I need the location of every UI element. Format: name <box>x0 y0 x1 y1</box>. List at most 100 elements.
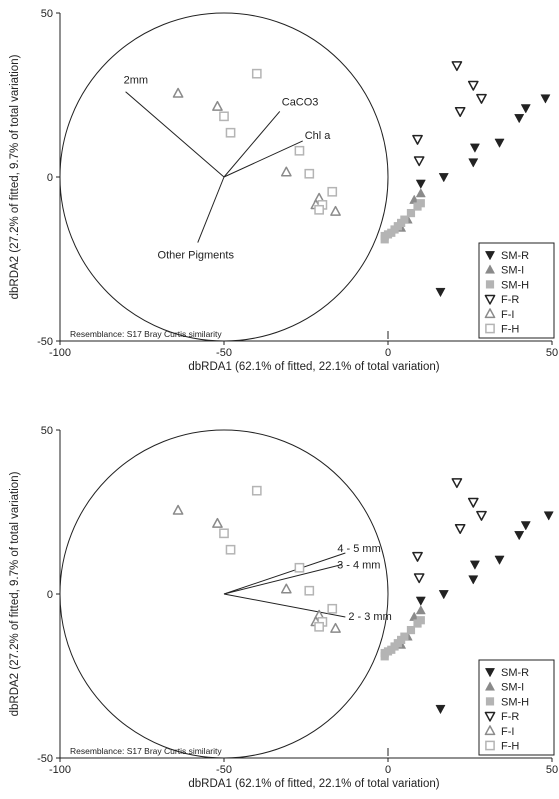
data-point <box>294 145 305 156</box>
data-point <box>468 158 479 168</box>
legend-marker <box>485 251 495 261</box>
data-point <box>470 143 480 153</box>
data-point <box>327 603 338 614</box>
legend-marker <box>484 294 496 305</box>
x-tick-label: 0 <box>385 764 391 776</box>
legend-marker <box>485 668 495 678</box>
legend-marker <box>485 264 495 274</box>
data-point <box>314 621 324 632</box>
data-point <box>280 583 292 594</box>
legend-marker <box>485 740 495 751</box>
data-point <box>172 504 184 515</box>
x-tick-label: 50 <box>546 347 558 359</box>
data-point <box>280 166 292 177</box>
y-tick-label: -50 <box>37 753 53 765</box>
legend-label: F-I <box>501 726 514 738</box>
data-point <box>543 511 554 521</box>
data-point <box>406 208 416 218</box>
data-point <box>380 235 389 244</box>
vector-line <box>223 111 281 178</box>
legend-marker <box>484 308 496 319</box>
data-point <box>520 521 531 531</box>
legend-label: SM-R <box>501 250 529 262</box>
x-tick-label: 0 <box>385 347 391 359</box>
legend-label: SM-I <box>501 265 524 277</box>
y-axis-label: dbRDA2 (27.2% of fitted, 9.7% of total v… <box>9 471 21 716</box>
data-point <box>412 134 423 145</box>
data-point <box>468 575 479 585</box>
data-point <box>476 510 487 521</box>
legend-marker <box>485 323 495 334</box>
data-point <box>406 625 416 635</box>
vector-label: 3 - 4 mm <box>337 559 380 571</box>
vector-line <box>197 176 225 243</box>
data-point <box>451 478 463 489</box>
data-point <box>476 93 487 104</box>
legend-label: F-H <box>501 741 519 753</box>
vector-label: Chl a <box>305 130 332 142</box>
x-axis-label: dbRDA1 (62.1% of fitted, 22.1% of total … <box>188 361 439 373</box>
x-tick-label: -50 <box>216 347 232 359</box>
data-point <box>415 605 426 615</box>
correlation-circle <box>59 12 389 342</box>
legend-marker <box>485 697 495 706</box>
y-tick-label: 0 <box>47 589 53 601</box>
x-tick-label: -100 <box>49 764 71 776</box>
resemblance-note: Resemblance: S17 Bray Curtis similarity <box>70 329 222 339</box>
vector-label: 2mm <box>124 75 148 87</box>
data-point <box>435 704 446 714</box>
y-axis-label: dbRDA2 (27.2% of fitted, 9.7% of total v… <box>9 54 21 299</box>
data-point <box>467 497 479 508</box>
data-point <box>304 585 315 596</box>
data-point <box>454 107 466 117</box>
data-point <box>413 202 422 211</box>
data-point <box>438 173 449 183</box>
data-point <box>251 485 262 496</box>
vector-label: 2 - 3 mm <box>348 611 391 623</box>
data-point <box>212 100 223 111</box>
data-point <box>413 156 425 167</box>
legend-label: F-I <box>501 309 514 321</box>
x-axis-label: dbRDA1 (62.1% of fitted, 22.1% of total … <box>188 778 439 790</box>
data-point <box>172 87 184 98</box>
data-point <box>251 68 262 79</box>
data-point <box>415 179 426 189</box>
data-point <box>304 168 315 179</box>
vector-line <box>223 552 346 595</box>
data-point <box>294 562 305 573</box>
x-tick-label: -50 <box>216 764 232 776</box>
vector-line <box>223 593 346 618</box>
data-point <box>412 551 423 562</box>
data-point <box>413 619 422 628</box>
legend-label: F-H <box>501 324 519 336</box>
data-point <box>314 204 324 215</box>
legend-box <box>478 659 555 756</box>
legend-label: SM-R <box>501 667 529 679</box>
data-point <box>520 104 531 114</box>
vector-line <box>125 91 225 178</box>
vector-line <box>223 563 343 595</box>
data-point <box>470 560 480 570</box>
data-point <box>225 544 236 555</box>
data-point <box>435 287 446 297</box>
data-point <box>413 573 425 584</box>
y-tick-label: 0 <box>47 172 53 184</box>
legend-label: SM-H <box>501 279 529 291</box>
data-point <box>438 590 449 600</box>
legend-marker <box>485 280 495 289</box>
legend-label: SM-H <box>501 696 529 708</box>
legend-label: F-R <box>501 711 519 723</box>
data-point <box>514 531 525 541</box>
vector-label: Other Pigments <box>158 250 235 262</box>
data-point <box>219 111 229 122</box>
data-point <box>380 652 389 661</box>
y-tick-label: -50 <box>37 336 53 348</box>
data-point <box>540 94 551 104</box>
data-point <box>514 114 525 124</box>
resemblance-note: Resemblance: S17 Bray Curtis similarity <box>70 746 222 756</box>
data-point <box>494 138 505 148</box>
data-point <box>494 555 505 565</box>
